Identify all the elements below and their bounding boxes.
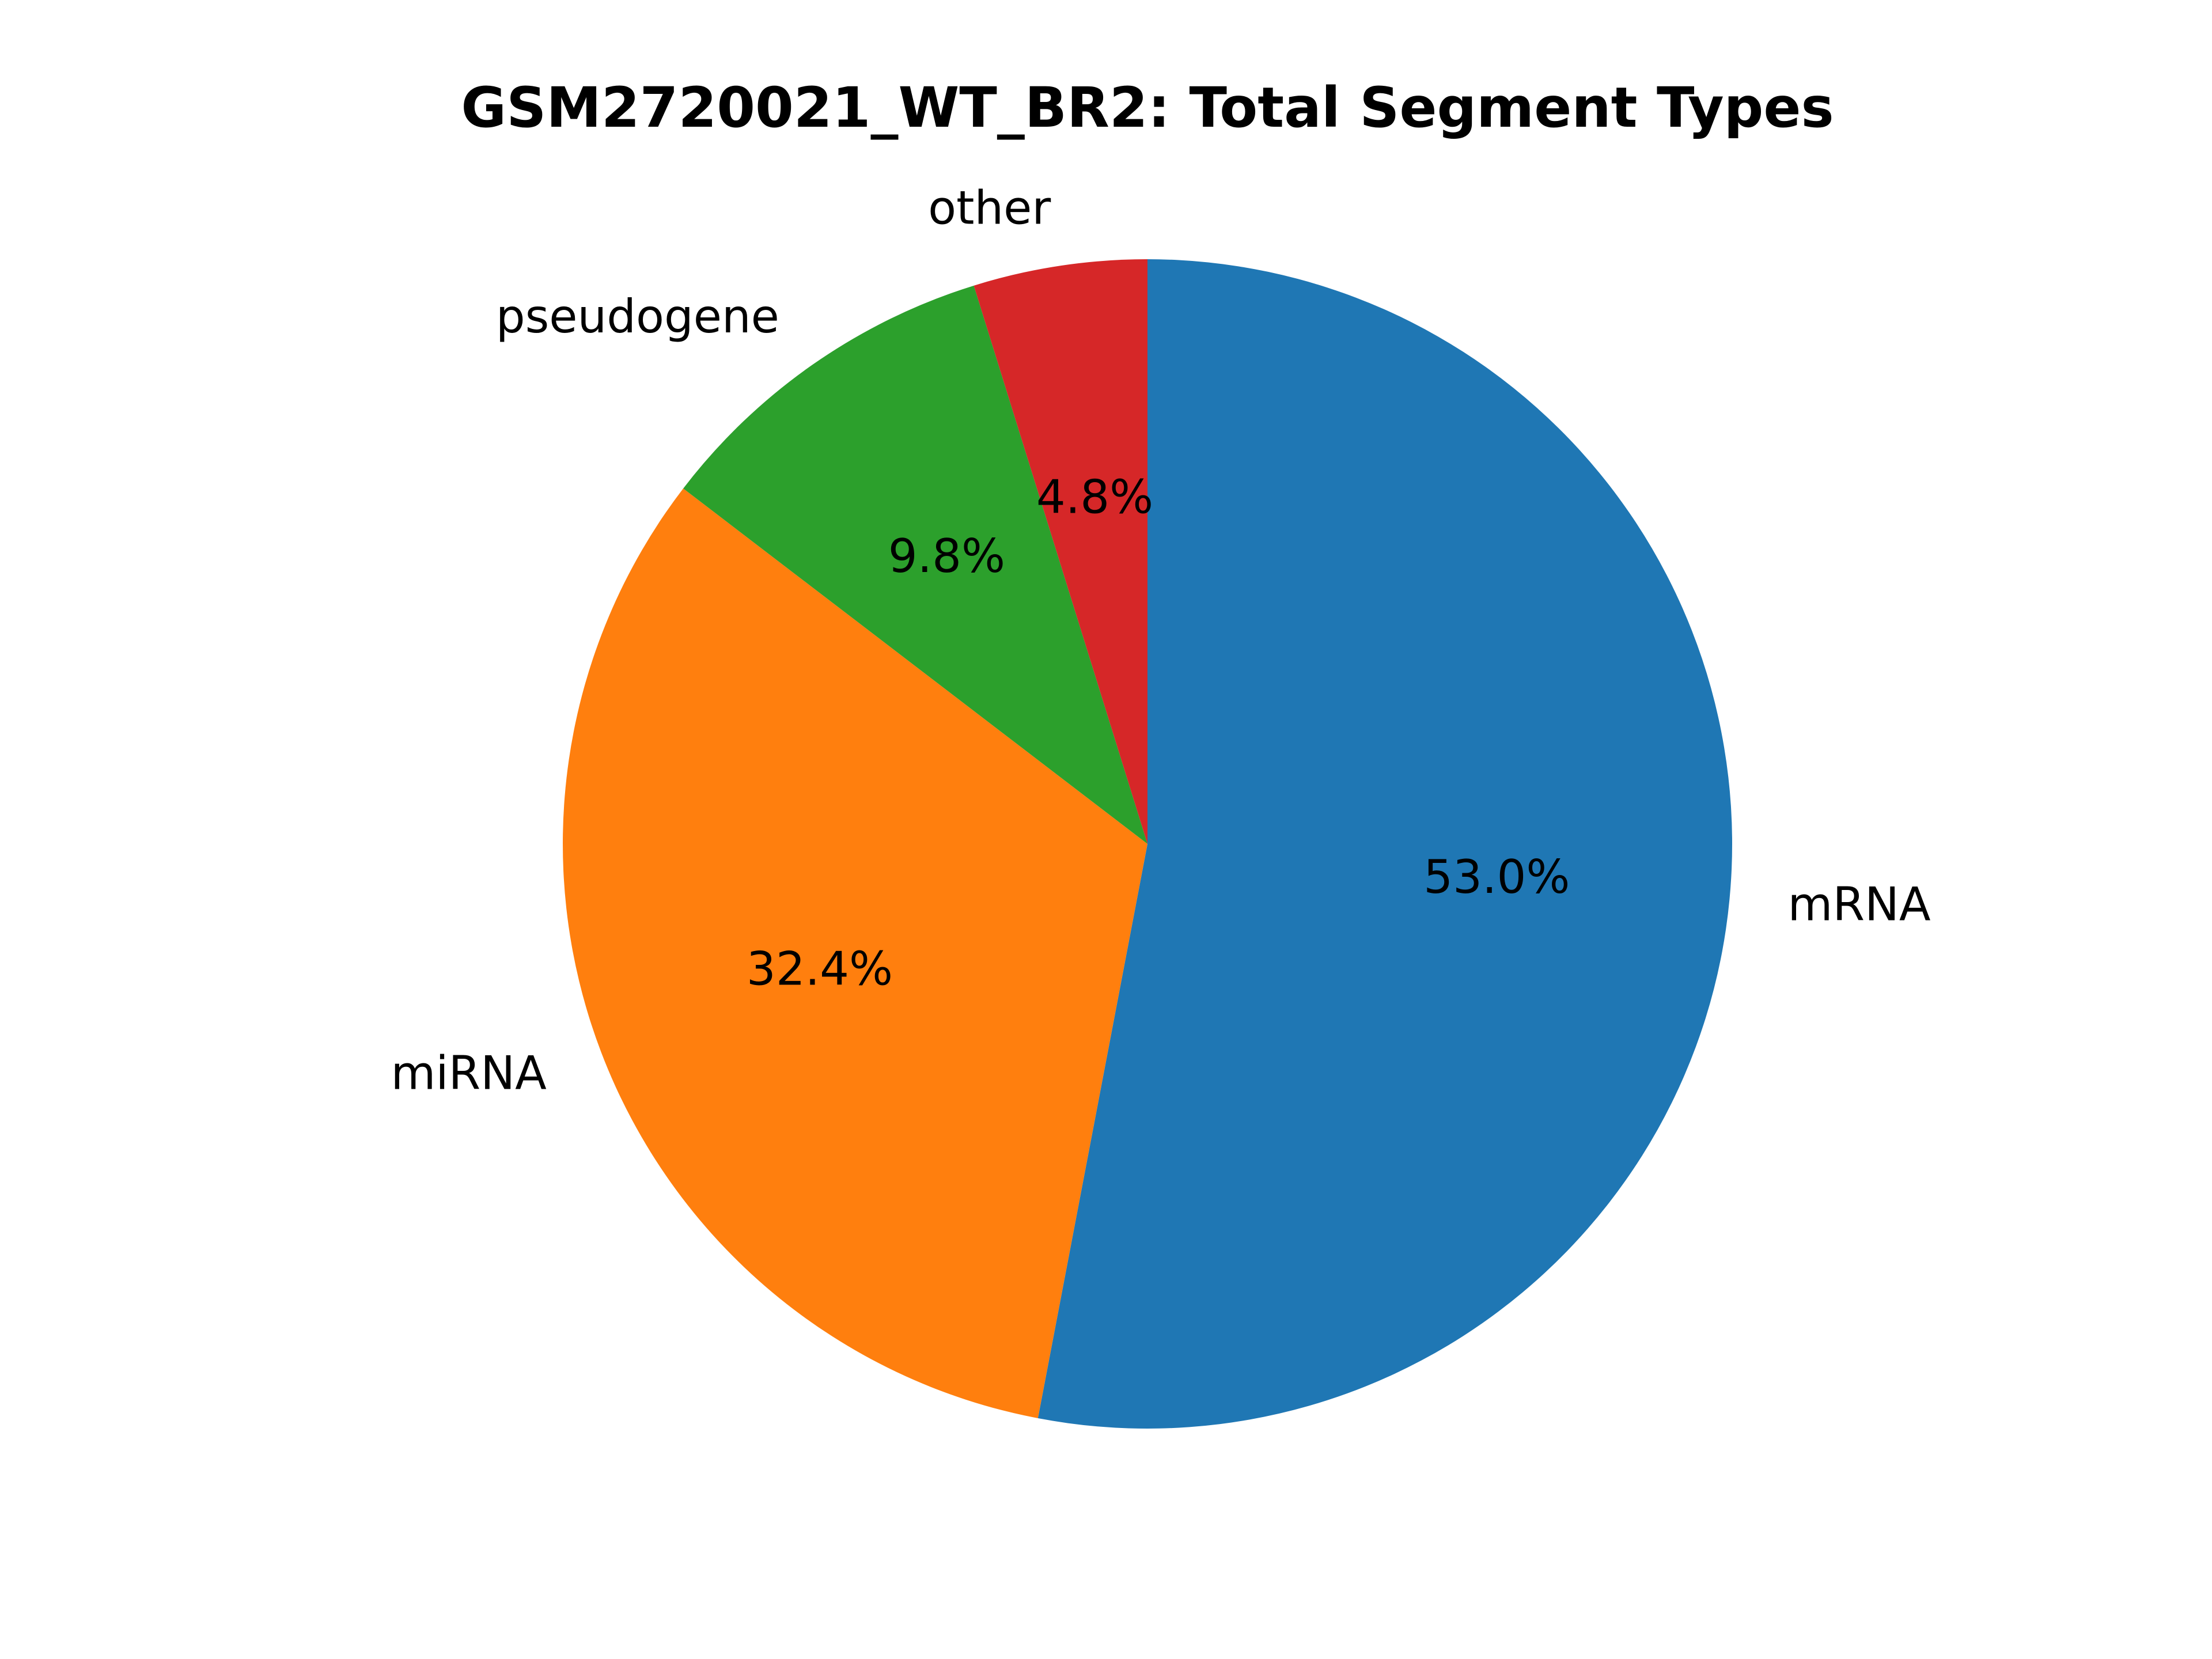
- slice-label-pseudogene: pseudogene: [496, 290, 779, 343]
- pie-slice-other: [974, 259, 1147, 844]
- slice-percent-other: 4.8%: [1036, 470, 1153, 524]
- slice-label-other: other: [928, 181, 1051, 235]
- pie-slice-mrna: [1037, 259, 1733, 1429]
- slice-percent-mrna: 53.0%: [1423, 850, 1570, 904]
- slice-label-mirna: miRNA: [391, 1046, 547, 1100]
- pie-labels: mRNA 53.0% miRNA 32.4% pseudogene 9.8% other 4.…: [391, 181, 1931, 1100]
- pie-slice-mirna: [563, 488, 1147, 1419]
- pie-slices: [563, 259, 1733, 1429]
- slice-label-mrna: mRNA: [1788, 878, 1931, 931]
- slice-percent-pseudogene: 9.8%: [888, 529, 1005, 583]
- pie-slice-pseudogene: [683, 285, 1147, 844]
- chart-title: GSM2720021_WT_BR2: Total Segment Types: [461, 75, 1834, 140]
- slice-percent-mirna: 32.4%: [747, 942, 893, 996]
